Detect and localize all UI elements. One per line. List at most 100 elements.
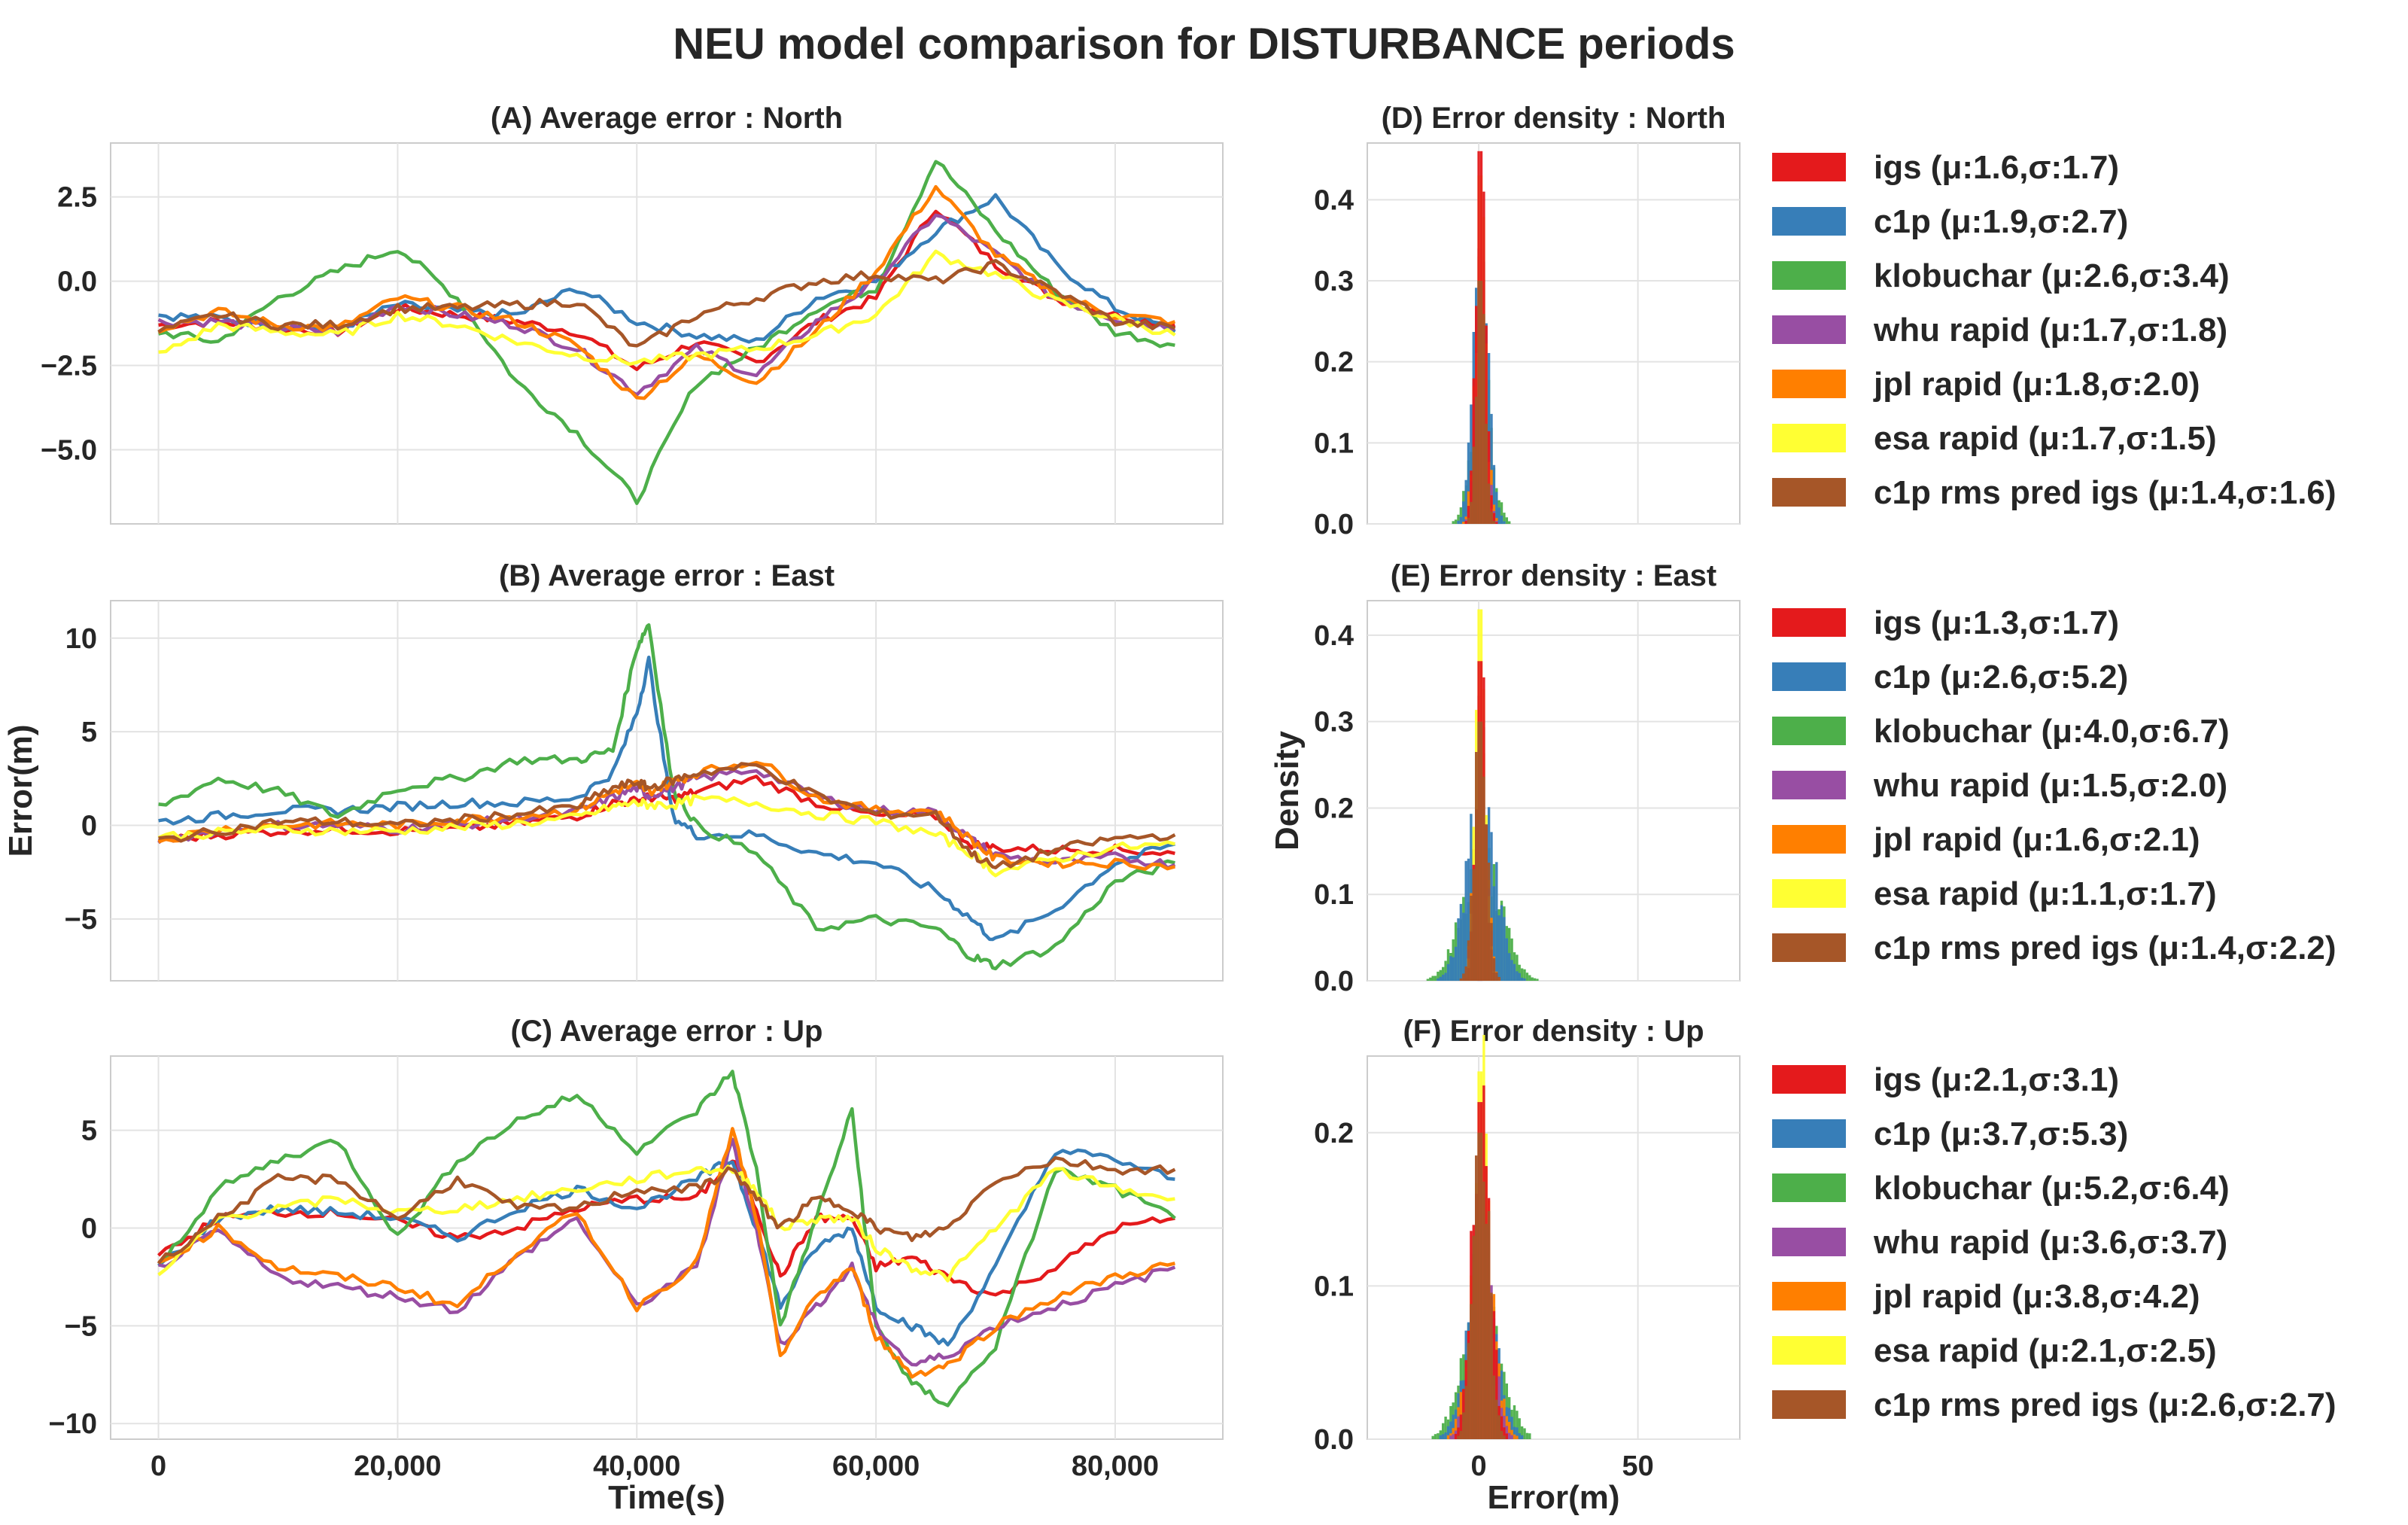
- panel-B: −5 0 5 10 (B) Average error : East Error(m): [2, 559, 1224, 982]
- series-line-klobuchar: [157, 1070, 1176, 1408]
- legend-label: c1p rms pred igs (μ:1.4,σ:1.6): [1874, 474, 2337, 511]
- histogram-bar: [1500, 1416, 1503, 1439]
- histogram-bar: [1536, 979, 1539, 981]
- legend-label: c1p (μ:3.7,σ:5.3): [1874, 1116, 2128, 1152]
- histogram-bar: [1470, 501, 1473, 524]
- legend-swatch: [1772, 261, 1846, 290]
- histogram-bar: [1479, 1132, 1483, 1439]
- histogram-bar: [1497, 976, 1500, 981]
- legend-label: whu rapid (μ:1.5,σ:2.0): [1873, 767, 2227, 804]
- histogram-bar: [1495, 522, 1498, 524]
- histogram-bar: [1437, 971, 1440, 981]
- x-tick-label: 20,000: [354, 1450, 441, 1482]
- panel-A: −5.0 −2.5 0.0 2.5 (A) Average error : North: [41, 102, 1224, 525]
- series-line-esa-rapid: [157, 793, 1176, 878]
- y-tick-label: 0.0: [1314, 509, 1354, 540]
- legend-label: c1p rms pred igs (μ:2.6,σ:2.7): [1874, 1387, 2337, 1423]
- histogram-bar: [1442, 1434, 1445, 1439]
- histogram-bar: [1464, 860, 1467, 981]
- histogram-bar: [1505, 1433, 1508, 1439]
- histogram-bar: [1479, 721, 1483, 981]
- histogram-bar: [1459, 903, 1463, 981]
- legend-label: jpl rapid (μ:3.8,σ:4.2): [1873, 1278, 2200, 1315]
- histogram-bar: [1431, 976, 1434, 981]
- x-tick-label: 0: [1471, 1450, 1487, 1482]
- histogram-bar: [1457, 520, 1460, 524]
- histogram-bar: [1467, 858, 1470, 981]
- histogram-bar: [1497, 507, 1500, 524]
- histogram-bar: [1475, 397, 1478, 524]
- histogram-bar: [1452, 1434, 1455, 1439]
- histogram-bar: [1479, 281, 1483, 524]
- y-tick-label: 0.1: [1314, 1271, 1354, 1302]
- histogram-bar: [1467, 1343, 1470, 1439]
- histogram-bar: [1503, 513, 1506, 524]
- histogram-bar: [1492, 886, 1496, 981]
- histogram-bar: [1464, 966, 1467, 981]
- legend-E: igs (μ:1.3,σ:1.7) c1p (μ:2.6,σ:5.2) klobuc…: [1772, 604, 2337, 966]
- histogram-bar: [1495, 1399, 1498, 1439]
- histogram-bar: [1485, 424, 1488, 524]
- histogram-bar: [1459, 978, 1463, 981]
- histogram-bar: [1452, 521, 1455, 524]
- histogram-bar: [1434, 976, 1437, 981]
- histogram-bar: [1492, 464, 1496, 524]
- legend-swatch: [1772, 771, 1846, 799]
- histogram-bar: [1492, 1375, 1496, 1439]
- legend-D: igs (μ:1.6,σ:1.7) c1p (μ:1.9,σ:2.7) klobuc…: [1772, 149, 2337, 511]
- histogram-bar: [1467, 517, 1470, 524]
- series-line-klobuchar: [158, 622, 1175, 971]
- histogram-bar: [1508, 1432, 1511, 1439]
- histogram-bar: [1459, 1414, 1463, 1439]
- histogram-bar: [1464, 479, 1467, 524]
- legend-swatch: [1772, 315, 1846, 344]
- legend-label: igs (μ:2.1,σ:3.1): [1874, 1061, 2119, 1098]
- histogram-bar: [1490, 413, 1493, 524]
- y-tick-label: 0.2: [1314, 793, 1354, 824]
- legend-swatch: [1772, 608, 1846, 637]
- panel-title: (A) Average error : North: [491, 102, 843, 135]
- histogram-bar: [1518, 1433, 1521, 1439]
- histogram-bar: [1434, 1434, 1437, 1439]
- legend-swatch: [1772, 1065, 1846, 1094]
- x-tick-label: 50: [1622, 1450, 1653, 1482]
- histogram-bar: [1464, 521, 1467, 524]
- x-axis-label: Time(s): [608, 1479, 725, 1516]
- histogram-bar: [1487, 863, 1491, 981]
- y-tick-label: −5: [65, 1310, 97, 1342]
- histogram-bar: [1454, 519, 1458, 524]
- legend-label: klobuchar (μ:4.0,σ:6.7): [1874, 713, 2230, 750]
- histogram-bar: [1467, 506, 1470, 524]
- y-tick-label: −5: [65, 904, 97, 936]
- histogram-bar: [1457, 1435, 1460, 1439]
- legend-label: igs (μ:1.3,σ:1.7): [1874, 604, 2119, 641]
- y-axis-label: Error(m): [2, 724, 39, 857]
- histogram-bar: [1510, 960, 1513, 981]
- histogram-bar: [1492, 513, 1496, 524]
- legend-swatch: [1772, 424, 1846, 452]
- histogram-bar: [1518, 973, 1521, 981]
- histogram-bar: [1490, 832, 1493, 981]
- histogram-bar: [1510, 938, 1513, 981]
- histogram-bar: [1470, 470, 1473, 524]
- histogram-c1p-rms-pred-igs: [1459, 721, 1500, 981]
- histogram-bar: [1520, 977, 1524, 981]
- y-tick-label: −2.5: [41, 351, 97, 382]
- histogram-c1p-rms-pred-igs: [1467, 281, 1496, 524]
- histogram-bar: [1505, 1426, 1508, 1439]
- histogram-bar: [1449, 1421, 1452, 1439]
- histogram-bar: [1490, 511, 1493, 524]
- legend-label: esa rapid (μ:2.1,σ:2.5): [1874, 1332, 2217, 1369]
- legend-swatch: [1772, 1282, 1846, 1310]
- histogram-bar: [1444, 1432, 1447, 1439]
- legend-label: c1p (μ:2.6,σ:5.2): [1874, 659, 2128, 696]
- histogram-bar: [1439, 1430, 1442, 1439]
- histogram-bar: [1446, 1435, 1450, 1439]
- histogram-bar: [1510, 1435, 1513, 1439]
- y-tick-label: 0.4: [1314, 184, 1354, 216]
- histogram-bar: [1475, 1155, 1478, 1439]
- legend-swatch: [1772, 1173, 1846, 1202]
- legend-swatch: [1772, 1119, 1846, 1148]
- panel-title: (C) Average error : Up: [511, 1015, 823, 1048]
